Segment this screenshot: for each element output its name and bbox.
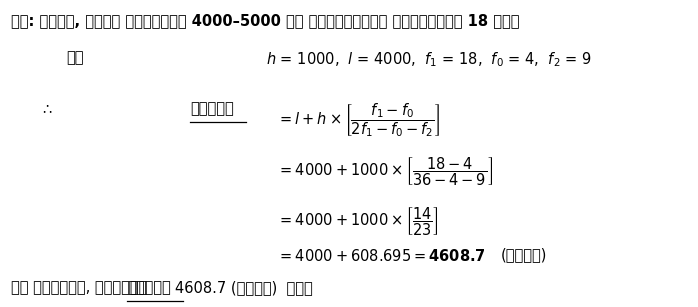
Text: (लगभग): (लगभग) [500, 247, 547, 262]
Text: 4608.7 (लगभग)  है।: 4608.7 (लगभग) है। [175, 280, 313, 295]
Text: $= 4000 + 1000 \times \left[\dfrac{18 - 4}{36 - 4 - 9}\right]$: $= 4000 + 1000 \times \left[\dfrac{18 - … [276, 155, 493, 188]
Text: $h$ = 1000,  $l$ = 4000,  $f_1$ = 18,  $f_0$ = 4,  $f_2$ = 9: $h$ = 1000, $l$ = 4000, $f_1$ = 18, $f_0… [266, 50, 592, 69]
Text: बहुलक: बहुलक [191, 101, 234, 116]
Text: ∴: ∴ [42, 101, 52, 116]
Text: $= l + h \times \left[\dfrac{f_1 - f_0}{2f_1 - f_0 - f_2}\right]$: $= l + h \times \left[\dfrac{f_1 - f_0}{… [276, 101, 440, 139]
Text: $= 4000 + 1000 \times \left[\dfrac{14}{23}\right]$: $= 4000 + 1000 \times \left[\dfrac{14}{2… [276, 206, 438, 238]
Text: $= 4000 + 608.695 = \mathbf{4608.7}$: $= 4000 + 608.695 = \mathbf{4608.7}$ [276, 247, 485, 264]
Text: हल: यहाँ, वर्ग अन्तराल 4000–5000 की बारंबारता सर्वाधिक 18 है।: हल: यहाँ, वर्ग अन्तराल 4000–5000 की बारं… [11, 13, 519, 28]
Text: बहुलक: बहुलक [127, 280, 171, 295]
Text: इस प्रकार, अभीष्ठ: इस प्रकार, अभीष्ठ [11, 280, 152, 295]
Text: और: और [66, 50, 84, 65]
